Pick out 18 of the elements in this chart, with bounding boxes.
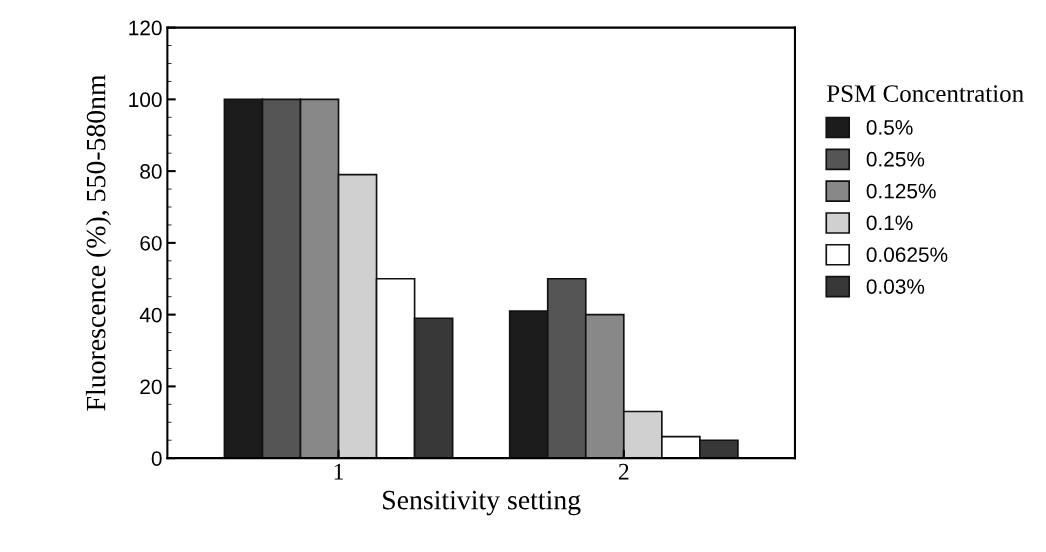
- legend-label: 0.03%: [866, 279, 925, 294]
- y-tick-label: 120: [129, 20, 162, 36]
- y-tick-label: 40: [139, 307, 162, 323]
- y-tick-label: 0: [151, 451, 162, 466]
- legend-label: 0.1%: [866, 215, 913, 231]
- legend-label: 0.5%: [866, 120, 913, 135]
- y-tick-label: 60: [140, 235, 162, 251]
- legend-label: 0.0625%: [866, 247, 948, 263]
- legend-label: 0.25%: [866, 151, 925, 167]
- legend-label: 0.125%: [866, 183, 936, 199]
- x-tick-label: 2: [618, 463, 629, 480]
- legend-title: PSM Concentration: [826, 85, 1024, 102]
- y-tick-label: 80: [140, 164, 162, 179]
- x-tick-label: 1: [334, 463, 344, 480]
- y-tick-label: 100: [129, 92, 162, 108]
- x-axis-title: Sensitivity setting: [383, 490, 581, 516]
- y-tick-label: 20: [140, 379, 162, 395]
- y-axis-title: Fluorescence (%), 550-580nm: [85, 74, 112, 411]
